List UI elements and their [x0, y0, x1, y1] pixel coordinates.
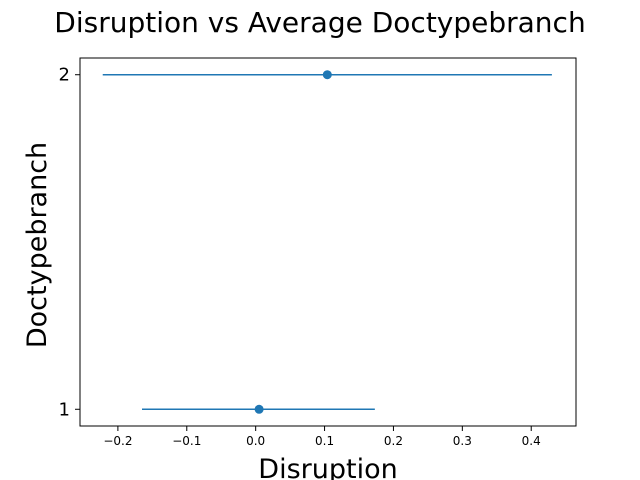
x-tick-label: 0.4: [522, 434, 541, 448]
data-point-2: [322, 70, 332, 80]
chart-title: Disruption vs Average Doctypebranch: [54, 6, 585, 39]
y-tick-label: 1: [59, 399, 70, 420]
y-tick-label: 2: [59, 65, 70, 86]
y-axis-label: Doctypebranch: [22, 142, 53, 348]
plot-area: [102, 70, 552, 414]
x-tick-label: −0.1: [172, 434, 201, 448]
y-axis: 12: [59, 65, 80, 420]
x-axis: −0.2 −0.1 0.0 0.1 0.2 0.3 0.4: [103, 426, 541, 448]
x-tick-label: 0.1: [315, 434, 334, 448]
x-tick-label: 0.2: [384, 434, 403, 448]
axes-frame: [79, 57, 577, 427]
x-tick-label: −0.2: [103, 434, 132, 448]
x-tick-label: 0.3: [453, 434, 472, 448]
x-tick-label: 0.0: [246, 434, 265, 448]
x-axis-label: Disruption: [258, 454, 397, 480]
data-point-1: [254, 404, 264, 414]
